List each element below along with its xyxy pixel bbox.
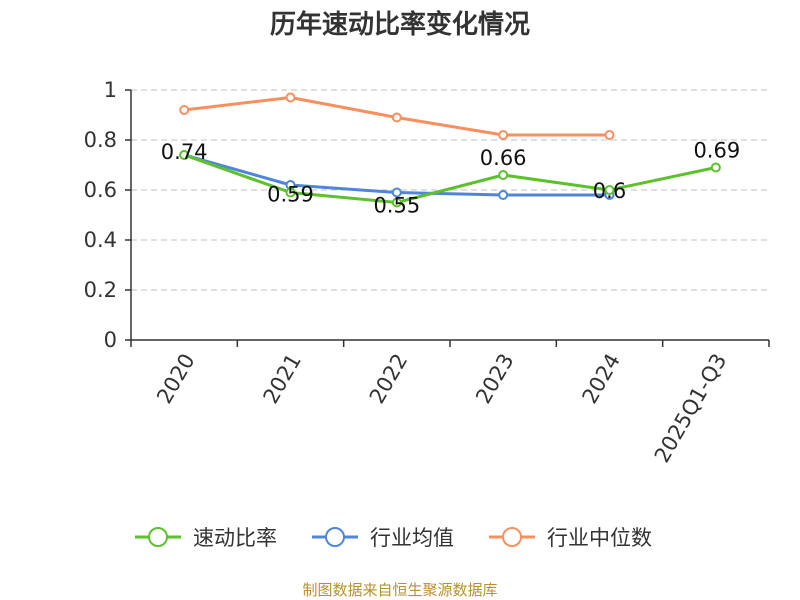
- data-label-4: 0.6: [593, 179, 626, 203]
- data-label-5: 0.69: [693, 139, 740, 163]
- series-1-point-2: [391, 187, 402, 198]
- x-tick-label-0: 2020: [152, 350, 200, 408]
- y-tick-label-3: 0.6: [84, 178, 117, 202]
- series-0-point-3: [498, 170, 509, 180]
- series-0-point-2: [391, 197, 402, 208]
- series-2-point-3: [498, 130, 509, 140]
- x-tick-label-2: 2022: [365, 350, 413, 408]
- chart-title: 历年速动比率变化情况: [270, 9, 530, 40]
- data-label-1: 0.59: [267, 183, 314, 207]
- series-line-0: [183, 153, 717, 204]
- legend-marker-1: [325, 527, 345, 547]
- series-group: [179, 92, 721, 208]
- series-0-point-5: [710, 162, 721, 173]
- source-note: 制图数据来自恒生聚源数据库: [302, 581, 497, 599]
- data-label-2: 0.55: [373, 194, 420, 218]
- series-2-point-1: [285, 92, 296, 103]
- series-2-point-4: [604, 130, 615, 140]
- legend: 速动比率 行业均值 行业中位数: [135, 526, 652, 550]
- data-label-0: 0.74: [161, 140, 208, 164]
- x-tick-label-5: 2025Q1-Q3: [650, 350, 732, 467]
- y-tick-label-0: 0: [104, 328, 117, 352]
- data-labels: 0.74 0.59 0.55 0.66 0.6 0.69: [161, 139, 740, 218]
- grid-lines: [131, 89, 769, 291]
- y-tick-label-5: 1: [104, 78, 117, 102]
- legend-marker-2: [502, 527, 522, 547]
- x-tick-label-4: 2024: [578, 350, 626, 408]
- data-label-3: 0.66: [480, 146, 527, 170]
- legend-label-1: 行业均值: [370, 526, 454, 550]
- x-tick-label-1: 2021: [259, 350, 307, 408]
- series-0-point-4: [604, 185, 615, 195]
- y-tick-label-4: 0.8: [84, 128, 117, 152]
- series-0-point-0: [179, 150, 190, 160]
- x-tick-label-3: 2023: [471, 349, 519, 407]
- y-tick-label-1: 0.2: [84, 278, 117, 302]
- y-tick-label-2: 0.4: [84, 228, 117, 252]
- legend-label-0: 速动比率: [193, 526, 277, 550]
- series-2-point-2: [391, 112, 402, 123]
- legend-label-2: 行业中位数: [547, 526, 652, 550]
- series-2-point-0: [179, 105, 190, 115]
- legend-marker-0: [148, 527, 168, 547]
- series-0-point-1: [285, 187, 296, 198]
- axes: 0 0.2 0.4 0.6 0.8 1 2020 2021 2022 2023 2024 2025Q1…: [84, 78, 770, 467]
- series-1-point-3: [498, 190, 509, 200]
